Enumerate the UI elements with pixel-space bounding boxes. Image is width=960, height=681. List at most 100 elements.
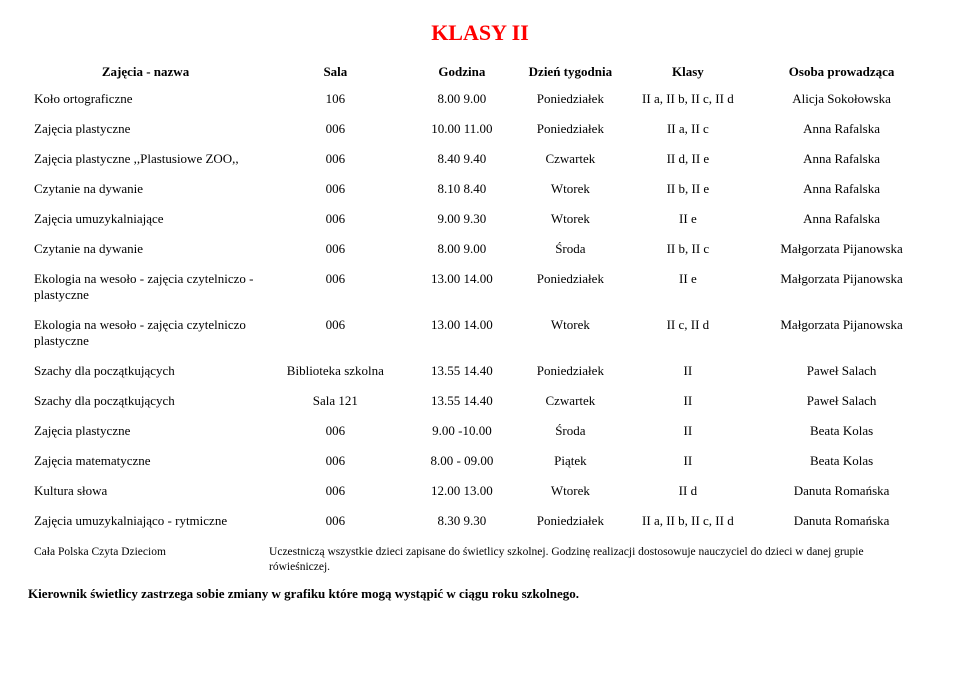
cell-osoba: Małgorzata Pijanowska	[751, 264, 932, 310]
cell-sala: Sala 121	[263, 386, 408, 416]
cell-name: Zajęcia umuzykalniająco - rytmiczne	[28, 506, 263, 536]
table-row: Kultura słowa00612.00 13.00WtorekII dDan…	[28, 476, 932, 506]
cell-osoba: Anna Rafalska	[751, 114, 932, 144]
cell-godzina: 13.55 14.40	[408, 356, 516, 386]
cell-sala: 006	[263, 506, 408, 536]
cell-sala: 006	[263, 174, 408, 204]
cell-sala: 006	[263, 446, 408, 476]
cell-godzina: 12.00 13.00	[408, 476, 516, 506]
cell-name: Szachy dla początkujących	[28, 356, 263, 386]
cell-dzien: Wtorek	[516, 204, 624, 234]
table-row: Zajęcia plastyczne00610.00 11.00Poniedzi…	[28, 114, 932, 144]
cell-dzien: Czwartek	[516, 144, 624, 174]
cell-osoba: Anna Rafalska	[751, 174, 932, 204]
cell-osoba: Paweł Salach	[751, 356, 932, 386]
table-row: Szachy dla początkującychSala 12113.55 1…	[28, 386, 932, 416]
cell-klasy: II	[625, 446, 752, 476]
cell-klasy: II d	[625, 476, 752, 506]
header-dzien: Dzień tygodnia	[516, 60, 624, 84]
cell-godzina: 13.00 14.00	[408, 310, 516, 356]
cell-sala: 006	[263, 264, 408, 310]
page-title: KLASY II	[28, 20, 932, 46]
cell-godzina: 8.00 9.00	[408, 234, 516, 264]
cell-osoba: Małgorzata Pijanowska	[751, 234, 932, 264]
cell-klasy: II	[625, 356, 752, 386]
cell-name: Zajęcia plastyczne ,,Plastusiowe ZOO,,	[28, 144, 263, 174]
table-row: Czytanie na dywanie0068.10 8.40WtorekII …	[28, 174, 932, 204]
cell-godzina: 13.00 14.00	[408, 264, 516, 310]
cell-osoba: Alicja Sokołowska	[751, 84, 932, 114]
table-row: Koło ortograficzne1068.00 9.00Poniedział…	[28, 84, 932, 114]
table-row: Zajęcia umuzykalniające0069.00 9.30Wtore…	[28, 204, 932, 234]
cell-dzien: Poniedziałek	[516, 506, 624, 536]
table-row: Szachy dla początkującychBiblioteka szko…	[28, 356, 932, 386]
cell-godzina: 8.00 - 09.00	[408, 446, 516, 476]
cell-dzien: Poniedziałek	[516, 356, 624, 386]
cell-osoba: Beata Kolas	[751, 446, 932, 476]
cell-osoba: Anna Rafalska	[751, 144, 932, 174]
footnote-label: Cała Polska Czyta Dzieciom	[28, 538, 263, 582]
cell-dzien: Środa	[516, 416, 624, 446]
cell-sala: 006	[263, 310, 408, 356]
cell-dzien: Wtorek	[516, 310, 624, 356]
cell-osoba: Anna Rafalska	[751, 204, 932, 234]
cell-godzina: 8.40 9.40	[408, 144, 516, 174]
cell-name: Zajęcia plastyczne	[28, 114, 263, 144]
table-header-row: Zajęcia - nazwa Sala Godzina Dzień tygod…	[28, 60, 932, 84]
footer-note: Kierownik świetlicy zastrzega sobie zmia…	[28, 586, 932, 602]
cell-godzina: 8.00 9.00	[408, 84, 516, 114]
cell-name: Kultura słowa	[28, 476, 263, 506]
cell-name: Koło ortograficzne	[28, 84, 263, 114]
cell-dzien: Środa	[516, 234, 624, 264]
cell-dzien: Poniedziałek	[516, 264, 624, 310]
table-row: Zajęcia matematyczne0068.00 - 09.00Piąte…	[28, 446, 932, 476]
table-row: Ekologia na wesoło - zajęcia czytelniczo…	[28, 264, 932, 310]
cell-name: Ekologia na wesoło - zajęcia czytelniczo…	[28, 310, 263, 356]
cell-sala: 006	[263, 204, 408, 234]
cell-name: Zajęcia matematyczne	[28, 446, 263, 476]
cell-name: Czytanie na dywanie	[28, 174, 263, 204]
header-name: Zajęcia - nazwa	[28, 60, 263, 84]
cell-godzina: 13.55 14.40	[408, 386, 516, 416]
cell-dzien: Wtorek	[516, 476, 624, 506]
cell-klasy: II	[625, 386, 752, 416]
cell-dzien: Poniedziałek	[516, 84, 624, 114]
cell-klasy: II d, II e	[625, 144, 752, 174]
cell-sala: 006	[263, 234, 408, 264]
cell-dzien: Wtorek	[516, 174, 624, 204]
header-sala: Sala	[263, 60, 408, 84]
cell-godzina: 9.00 9.30	[408, 204, 516, 234]
cell-osoba: Paweł Salach	[751, 386, 932, 416]
cell-klasy: II b, II c	[625, 234, 752, 264]
cell-name: Ekologia na wesoło - zajęcia czytelniczo…	[28, 264, 263, 310]
cell-godzina: 8.30 9.30	[408, 506, 516, 536]
cell-name: Szachy dla początkujących	[28, 386, 263, 416]
cell-osoba: Beata Kolas	[751, 416, 932, 446]
cell-osoba: Małgorzata Pijanowska	[751, 310, 932, 356]
header-osoba: Osoba prowadząca	[751, 60, 932, 84]
cell-dzien: Piątek	[516, 446, 624, 476]
cell-dzien: Poniedziałek	[516, 114, 624, 144]
cell-sala: 006	[263, 476, 408, 506]
cell-klasy: II e	[625, 204, 752, 234]
header-godzina: Godzina	[408, 60, 516, 84]
cell-sala: 006	[263, 144, 408, 174]
cell-sala: 106	[263, 84, 408, 114]
cell-name: Zajęcia plastyczne	[28, 416, 263, 446]
footnote-text: Uczestniczą wszystkie dzieci zapisane do…	[263, 538, 932, 582]
cell-klasy: II b, II e	[625, 174, 752, 204]
cell-sala: 006	[263, 114, 408, 144]
table-row: Czytanie na dywanie0068.00 9.00ŚrodaII b…	[28, 234, 932, 264]
cell-name: Czytanie na dywanie	[28, 234, 263, 264]
cell-sala: 006	[263, 416, 408, 446]
cell-klasy: II a, II b, II c, II d	[625, 506, 752, 536]
cell-godzina: 8.10 8.40	[408, 174, 516, 204]
cell-klasy: II a, II c	[625, 114, 752, 144]
cell-klasy: II c, II d	[625, 310, 752, 356]
cell-dzien: Czwartek	[516, 386, 624, 416]
table-row: Zajęcia plastyczne ,,Plastusiowe ZOO,,00…	[28, 144, 932, 174]
cell-name: Zajęcia umuzykalniające	[28, 204, 263, 234]
header-klasy: Klasy	[625, 60, 752, 84]
footnote-row: Cała Polska Czyta Dzieciom Uczestniczą w…	[28, 538, 932, 582]
table-row: Zajęcia umuzykalniająco - rytmiczne0068.…	[28, 506, 932, 536]
